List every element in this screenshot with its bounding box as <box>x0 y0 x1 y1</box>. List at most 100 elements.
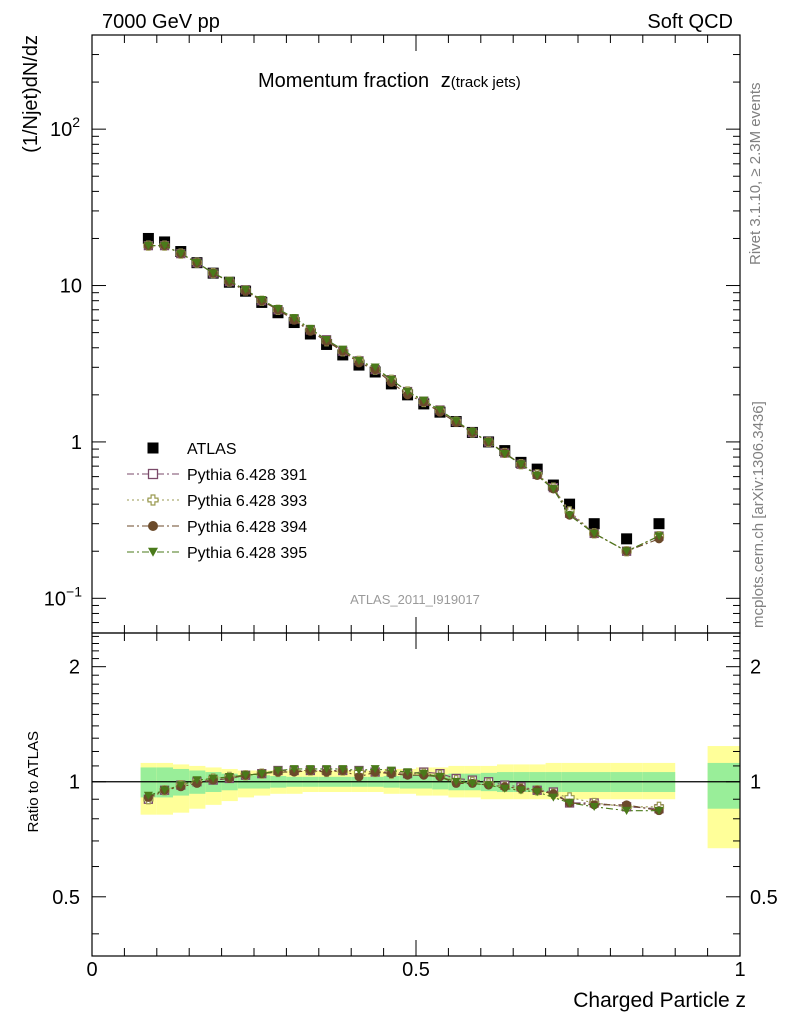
data-point <box>484 438 494 447</box>
data-point <box>143 241 153 250</box>
data-point <box>241 771 251 780</box>
legend-label: Pythia 6.428 395 <box>187 545 307 562</box>
ratio-y-tick-label-right: 2 <box>750 657 761 679</box>
rivet-label: Rivet 3.1.10, ≥ 2.3M events <box>747 83 764 266</box>
data-point <box>500 449 510 459</box>
series-line <box>148 245 660 552</box>
data-point <box>354 766 364 775</box>
data-point <box>322 335 332 345</box>
plot-title-sub: (track jets) <box>451 74 521 91</box>
x-tick-label: 0.5 <box>402 959 430 981</box>
ratio-y-tick-label-left: 1 <box>69 772 80 794</box>
legend-label: ATLAS <box>187 441 237 458</box>
x-tick-label: 0 <box>86 959 97 981</box>
data-point <box>654 532 664 541</box>
series-4-main <box>143 241 664 556</box>
data-point <box>147 442 159 454</box>
plot-title-var: z <box>441 70 451 92</box>
data-point <box>289 314 299 323</box>
x-axis-label: Charged Particle z <box>573 989 746 1012</box>
data-point <box>370 765 380 774</box>
data-point <box>467 779 477 788</box>
plot-title: Momentum fraction z(track jets) <box>258 70 521 92</box>
data-point <box>565 799 575 808</box>
data-point <box>176 781 186 790</box>
data-point <box>654 806 664 815</box>
header-right: Soft QCD <box>647 11 733 33</box>
data-point <box>403 387 413 396</box>
data-point <box>451 417 461 426</box>
legend-label: Pythia 6.428 393 <box>187 493 307 510</box>
data-point <box>143 791 153 800</box>
ratio-y-tick-label-left: 2 <box>69 657 80 679</box>
data-point <box>354 357 364 366</box>
data-point <box>273 766 283 775</box>
ratio-line <box>148 768 659 812</box>
y-tick-exponent: −1 <box>66 583 82 599</box>
ratio-y-tick-label-right: 1 <box>750 772 761 794</box>
data-point <box>435 406 445 415</box>
x-tick-label: 1 <box>734 959 745 981</box>
data-point <box>516 786 526 795</box>
mcplots-label: mcplots.cern.ch [arXiv:1306.3436] <box>750 401 767 628</box>
data-point <box>224 277 234 286</box>
data-point <box>419 396 429 405</box>
data-point <box>305 324 315 333</box>
ratio-y-tick-label-left: 0.5 <box>52 887 80 909</box>
plot-title-main: Momentum fraction <box>258 70 429 92</box>
data-point <box>532 788 542 797</box>
data-point <box>148 547 158 557</box>
data-point <box>176 249 186 258</box>
y-axis-label: (1/Njet)dN/dz <box>20 35 42 153</box>
data-point <box>224 773 234 782</box>
y-tick-label: 1 <box>71 432 82 454</box>
data-point <box>241 285 251 295</box>
data-point <box>516 460 526 469</box>
series-line <box>148 245 660 552</box>
data-point <box>467 428 477 437</box>
data-point <box>565 511 575 520</box>
header-left: 7000 GeV pp <box>102 11 220 33</box>
data-point <box>354 772 364 782</box>
data-point <box>531 463 543 475</box>
data-point <box>653 518 665 530</box>
data-point <box>589 529 599 538</box>
data-point <box>589 802 599 812</box>
data-point <box>338 345 348 354</box>
data-point <box>622 806 632 815</box>
data-point <box>338 765 348 774</box>
data-point <box>192 776 202 785</box>
series-line <box>148 245 660 552</box>
legend-label: Pythia 6.428 391 <box>187 467 307 484</box>
data-point <box>435 773 445 782</box>
legend: ATLAS Pythia 6.428 391 Pythia 6.428 393 Pyt… <box>127 441 307 562</box>
ratio-y-tick-label-right: 0.5 <box>750 887 778 909</box>
data-point <box>147 494 159 506</box>
data-point <box>192 258 202 267</box>
y-tick-label: 10 <box>60 276 82 298</box>
data-point <box>621 533 633 545</box>
data-point <box>257 296 267 305</box>
stat-band-segment <box>140 767 157 798</box>
main-plot-series <box>142 232 665 557</box>
data-point <box>273 304 283 314</box>
data-point <box>451 777 461 787</box>
data-point <box>419 769 429 778</box>
analysis-id: ATLAS_2011_I919017 <box>350 592 480 607</box>
data-point <box>142 232 154 244</box>
stat-band-segment <box>707 762 740 809</box>
data-point <box>588 518 600 530</box>
ratio-plot-series <box>143 765 665 816</box>
data-point <box>484 781 494 790</box>
data-point <box>564 498 576 510</box>
data-point <box>548 793 558 802</box>
data-point <box>622 547 632 556</box>
data-point <box>305 765 315 774</box>
data-point <box>289 765 299 774</box>
axis-ticks <box>91 34 741 956</box>
legend-label: Pythia 6.428 394 <box>187 519 307 536</box>
data-point <box>148 521 158 531</box>
data-point <box>160 786 170 795</box>
